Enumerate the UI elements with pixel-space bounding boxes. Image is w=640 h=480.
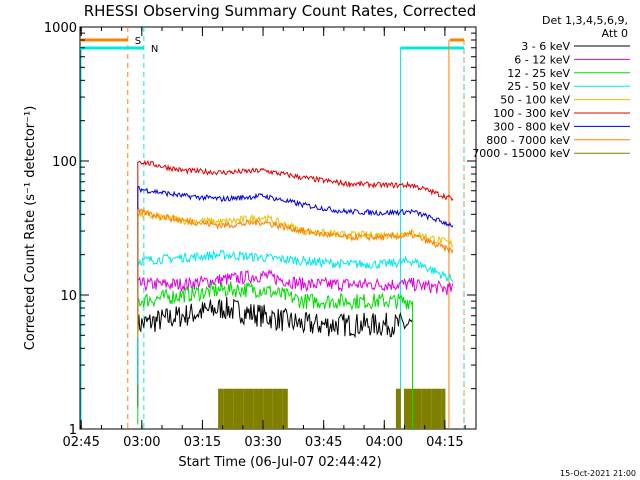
x-tick-label: 02:45 [62, 435, 99, 450]
x-tick-label: 04:00 [366, 435, 403, 450]
legend-label: 25 - 50 keV [507, 80, 570, 93]
legend-header-line-1: Det 1,3,4,5,6,9, [542, 14, 628, 27]
legend-header-line-2: Att 0 [602, 27, 628, 40]
y-tick-label: 100 [52, 155, 77, 170]
series-line-7000-15000-kev [218, 388, 446, 429]
plot-area: SN [79, 26, 477, 430]
y-axis: 1 10 100 1000 [44, 21, 476, 438]
series-line-6-12kev [137, 268, 454, 408]
series-line-800-7000kev [137, 207, 454, 335]
legend-label: 12 - 25 keV [507, 67, 570, 80]
series-line-25-50kev [137, 249, 454, 385]
series-line-300-800kev [137, 185, 454, 313]
saa-marker-label: S [135, 36, 141, 47]
x-tick-label: 03:15 [184, 435, 221, 450]
y-tick-label: 1 [69, 423, 77, 438]
legend-label: 300 - 800 keV [493, 120, 570, 133]
footer-timestamp: 15-Oct-2021 21:00 [560, 469, 636, 478]
x-tick-label: 04:15 [426, 435, 463, 450]
y-tick-label: 10 [60, 289, 77, 304]
x-tick-label: 03:00 [123, 435, 160, 450]
y-tick-label: 1000 [44, 21, 77, 36]
series-line-100-300kev [137, 159, 454, 285]
x-axis-label: Start Time (06-Jul-07 02:44:42) [178, 455, 381, 470]
x-tick-label: 03:30 [244, 435, 281, 450]
series-line-3-6kev [137, 296, 414, 406]
legend-label: 3 - 6 keV [521, 40, 570, 53]
legend-label: 100 - 300 keV [493, 107, 570, 120]
y-axis-label: Corrected Count Rate (s⁻¹ detector⁻¹) [23, 106, 38, 351]
x-tick-label: 03:45 [305, 435, 342, 450]
x-axis: 02:45 03:00 03:15 03:30 03:45 04:00 04:15 [62, 27, 466, 450]
legend-label: 800 - 7000 keV [486, 134, 570, 147]
legend-label: 6 - 12 keV [514, 53, 570, 66]
legend-label: 7000 - 15000 keV [472, 147, 570, 160]
night-marker-label: N [151, 44, 158, 55]
legend-label: 50 - 100 keV [500, 94, 570, 107]
series-line-12-25kev [137, 281, 414, 425]
chart-title: RHESSI Observing Summary Count Rates, Co… [84, 2, 477, 20]
